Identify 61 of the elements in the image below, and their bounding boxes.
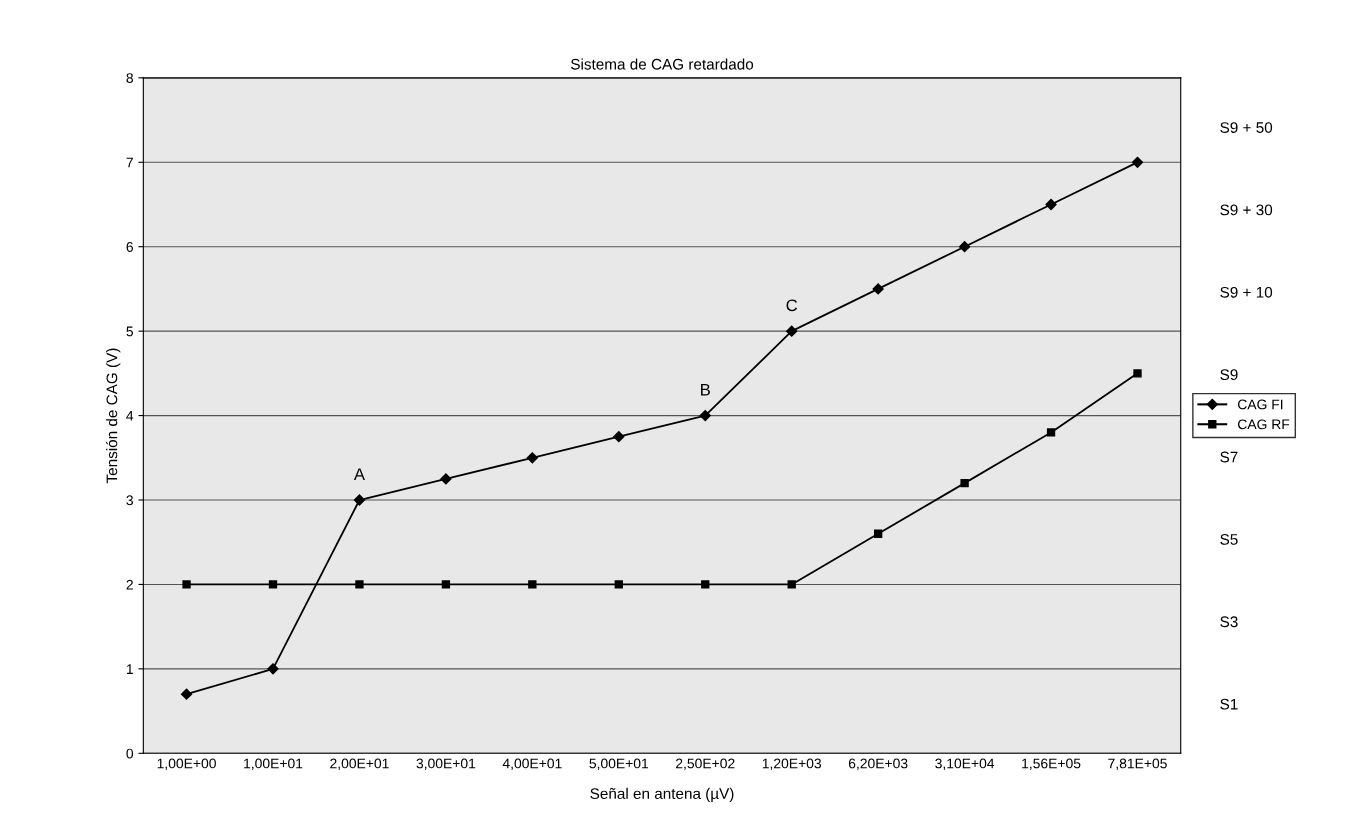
x-tick-label: 3,00E+01: [416, 758, 476, 770]
category-label: S5: [1220, 534, 1238, 545]
category-label: S9 + 50: [1220, 122, 1273, 133]
x-tick-label: 6,20E+03: [848, 758, 908, 770]
point: [353, 494, 366, 506]
y-tick-label: 7: [126, 157, 133, 168]
legend-label: CAG RF: [1238, 419, 1290, 430]
annotation: A: [353, 468, 365, 480]
x-tick-label: 2,00E+01: [330, 758, 389, 770]
x-tick-label: 2,50E+02: [676, 758, 735, 770]
category-label: S9 + 10: [1220, 286, 1273, 298]
point: [267, 663, 279, 675]
x-tick-label: 1,20E+03: [762, 758, 822, 770]
point: [526, 452, 538, 464]
y-tick-label: 0: [126, 748, 134, 759]
x-tick-label: 4,00E+01: [502, 758, 562, 770]
point: [440, 473, 452, 485]
category-label: S7: [1220, 451, 1238, 463]
point: [873, 529, 883, 538]
y-tick-label: 1: [126, 664, 133, 674]
point: [528, 580, 537, 589]
point: [1131, 156, 1144, 168]
point: [701, 580, 710, 589]
point: [613, 431, 625, 443]
legend-label: CAG FI: [1238, 399, 1283, 410]
x-tick-label: 1,00E+00: [157, 758, 216, 770]
point: [699, 409, 711, 422]
point: [182, 580, 191, 589]
point: [355, 580, 364, 589]
point: [614, 580, 623, 589]
point: [180, 688, 193, 700]
point: [268, 580, 278, 589]
x-tick-label: 1,56E+05: [1022, 758, 1081, 770]
annotation: C: [786, 299, 798, 312]
point: [1046, 428, 1056, 437]
point: [1045, 198, 1057, 211]
category-label: S3: [1220, 616, 1238, 628]
y-tick-label: 6: [126, 242, 133, 252]
x-tick-label: 3,10E+04: [935, 758, 995, 770]
y-tick-label: 5: [126, 326, 134, 337]
y-tick-label: 2: [126, 579, 133, 590]
x-tick-label: 5,00E+01: [589, 758, 649, 770]
point: [441, 580, 451, 589]
y-tick-label: 4: [126, 411, 134, 421]
x-axis-title: Señal en antena (µV): [590, 787, 734, 803]
y-tick-label: 3: [126, 495, 133, 506]
y-axis-title: Tensión de CAG (V): [105, 348, 121, 484]
point: [960, 478, 969, 488]
y-tick-label: 8: [126, 73, 133, 84]
category-label: S9: [1220, 369, 1238, 381]
x-tick-label: 1,00E+01: [244, 758, 303, 770]
category-label: S9 + 30: [1220, 204, 1273, 216]
point: [872, 283, 884, 295]
category-label: S1: [1220, 698, 1238, 710]
point: [1133, 369, 1142, 378]
point: [958, 241, 971, 253]
annotation: B: [701, 383, 710, 396]
x-tick-label: 7,81E+05: [1108, 758, 1167, 770]
point: [787, 580, 796, 589]
point: [786, 325, 798, 337]
chart-title: Sistema de CAG retardado: [571, 58, 754, 70]
